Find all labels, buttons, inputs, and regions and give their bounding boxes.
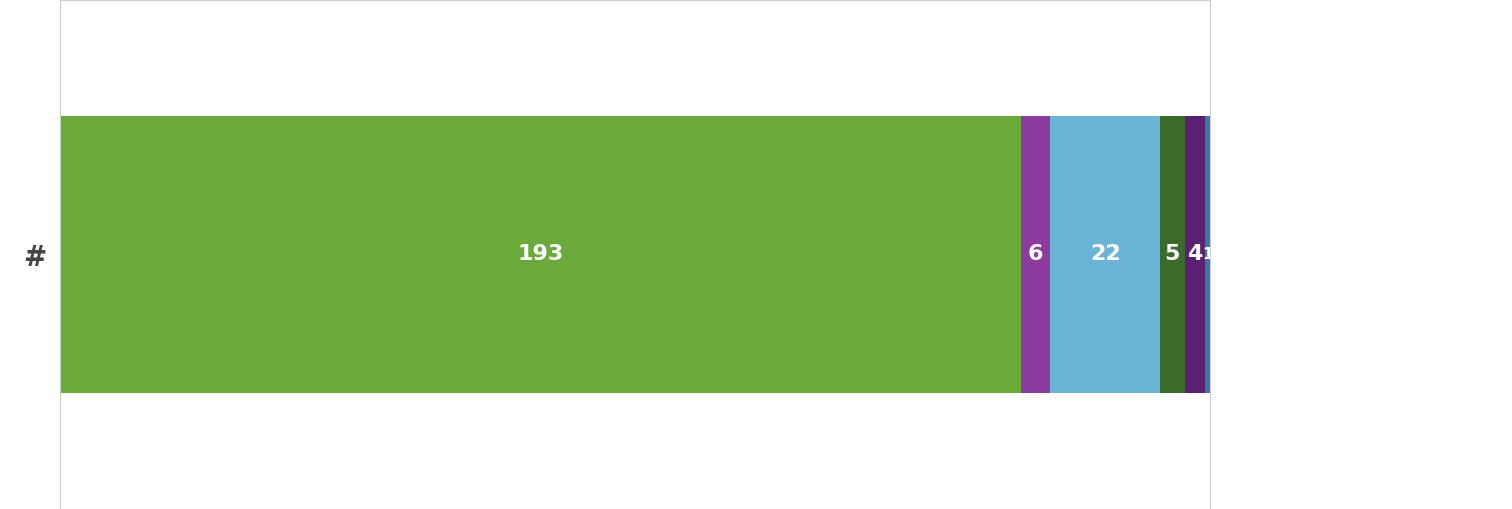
Bar xyxy=(60,116,1021,393)
Text: 6: 6 xyxy=(1028,244,1043,265)
Text: 1: 1 xyxy=(1202,247,1213,262)
Text: 4: 4 xyxy=(1187,244,1202,265)
Text: 5: 5 xyxy=(1164,244,1179,265)
Bar xyxy=(1051,116,1160,393)
Bar xyxy=(1185,116,1205,393)
Text: 193: 193 xyxy=(517,244,564,265)
Bar xyxy=(1021,116,1051,393)
Bar xyxy=(1205,116,1210,393)
Bar xyxy=(1160,116,1185,393)
Text: ECHO-RV SYSTOLIC FUNCTION AT 3-
MONTH: ECHO-RV SYSTOLIC FUNCTION AT 3- MONTH xyxy=(381,108,1169,190)
Text: 22: 22 xyxy=(1090,244,1120,265)
Legend: Normal, Boderline, Mild, Mild to moderate, Moderate, Severe: Normal, Boderline, Mild, Mild to moderat… xyxy=(401,249,1149,281)
